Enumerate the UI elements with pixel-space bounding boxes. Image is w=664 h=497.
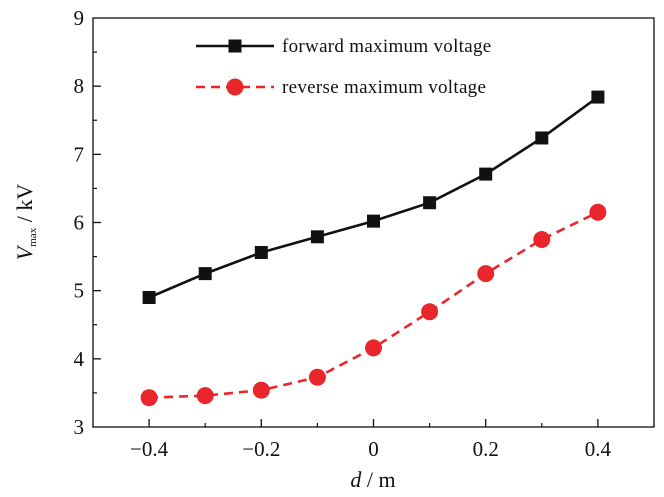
data-point bbox=[423, 196, 437, 210]
series-line bbox=[149, 211, 599, 399]
data-point bbox=[198, 267, 212, 281]
legend-marker bbox=[228, 39, 242, 53]
x-tick-label: 0 bbox=[368, 437, 379, 461]
data-point bbox=[140, 389, 158, 407]
data-point bbox=[589, 203, 607, 221]
data-point bbox=[310, 230, 324, 244]
legend-marker bbox=[226, 78, 244, 96]
data-point bbox=[252, 381, 270, 399]
y-tick-label: 8 bbox=[74, 74, 85, 98]
y-tick-label: 9 bbox=[74, 6, 85, 30]
y-axis-ticks: 3 4 5 6 7 8 9 bbox=[74, 6, 101, 439]
series-2 bbox=[140, 203, 607, 407]
data-point bbox=[308, 368, 326, 386]
series-layer bbox=[140, 90, 607, 407]
data-point bbox=[477, 265, 495, 283]
series-line bbox=[148, 96, 599, 299]
data-point bbox=[196, 387, 214, 405]
data-point bbox=[365, 339, 382, 357]
data-point bbox=[479, 167, 493, 181]
y-tick-label: 3 bbox=[74, 415, 85, 439]
data-point bbox=[535, 131, 549, 145]
data-point bbox=[591, 90, 605, 104]
data-point bbox=[367, 214, 380, 228]
y-axis-title: Vmax / kV bbox=[12, 184, 39, 261]
legend: forward maximum voltage reverse maximum v… bbox=[196, 36, 492, 98]
legend-label: reverse maximum voltage bbox=[282, 77, 486, 98]
data-point bbox=[421, 303, 439, 321]
x-tick-label: 0.4 bbox=[585, 437, 612, 461]
x-tick-label: −0.2 bbox=[242, 437, 280, 461]
legend-label: forward maximum voltage bbox=[282, 36, 492, 57]
x-axis-ticks: −0.4 −0.2 0 0.2 0.4 bbox=[92, 419, 655, 461]
y-tick-label: 7 bbox=[74, 142, 85, 166]
y-tick-label: 4 bbox=[74, 347, 85, 371]
y-tick-label: 5 bbox=[74, 279, 85, 303]
x-tick-label: 0.2 bbox=[473, 437, 499, 461]
x-tick-label: −0.4 bbox=[130, 437, 169, 461]
data-point bbox=[254, 245, 268, 259]
series-1 bbox=[142, 90, 605, 304]
data-point bbox=[533, 231, 551, 249]
y-tick-label: 6 bbox=[74, 211, 85, 235]
data-point bbox=[142, 290, 156, 304]
x-axis-title: d / m bbox=[350, 467, 395, 492]
